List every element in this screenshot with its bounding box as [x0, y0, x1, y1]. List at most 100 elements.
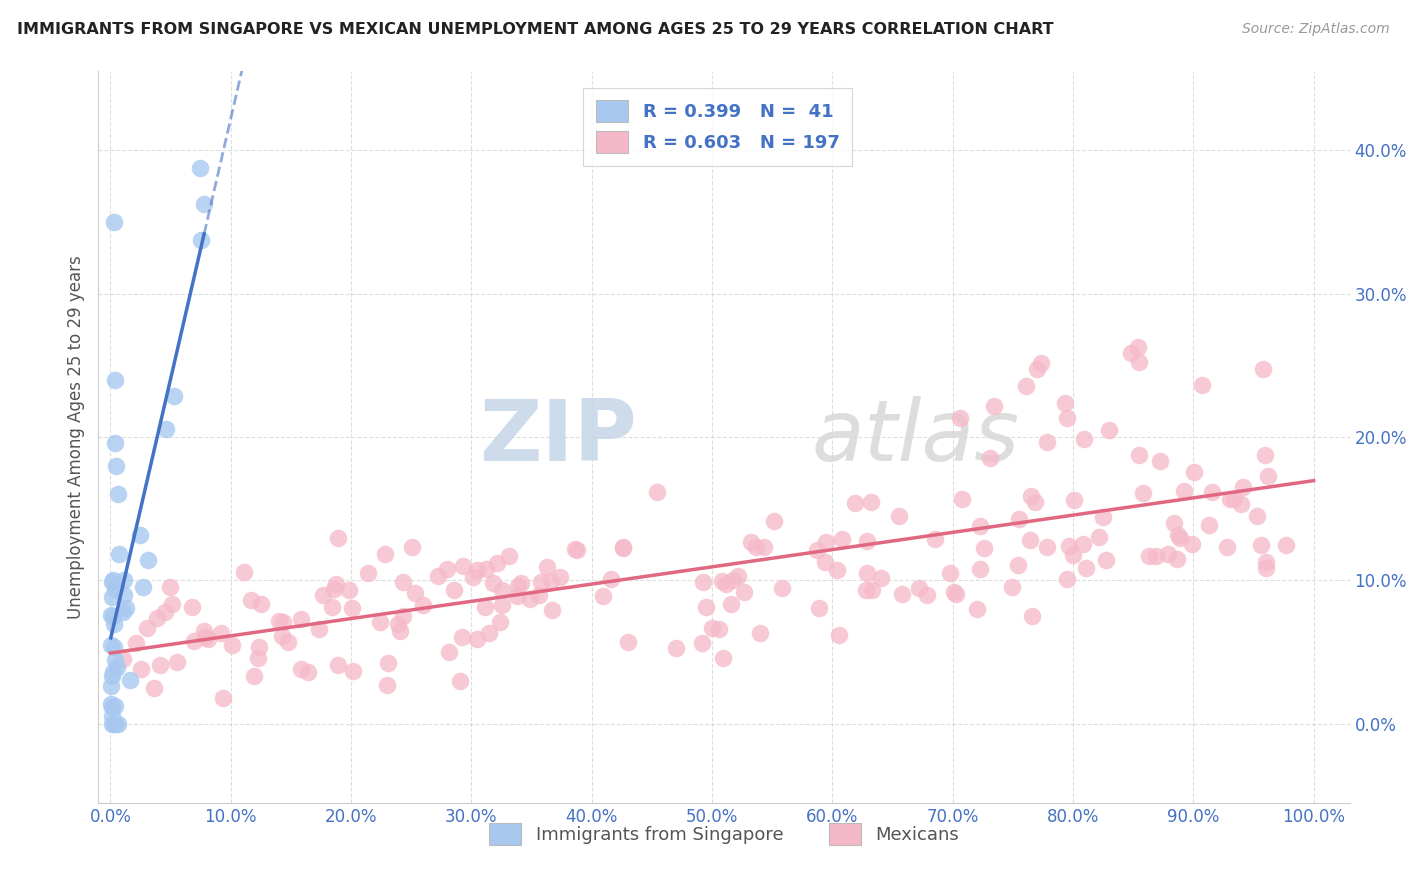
Point	[112, 573, 135, 587]
Point	[692, 574, 714, 589]
Point	[530, 574, 553, 589]
Point	[488, 615, 510, 630]
Point	[612, 541, 634, 555]
Point	[101, 709, 124, 723]
Point	[449, 674, 471, 689]
Point	[1056, 572, 1078, 586]
Point	[474, 599, 496, 614]
Point	[115, 600, 138, 615]
Point	[541, 603, 564, 617]
Point	[374, 547, 396, 561]
Point	[112, 605, 135, 619]
Point	[887, 509, 910, 524]
Text: IMMIGRANTS FROM SINGAPORE VS MEXICAN UNEMPLOYMENT AMONG AGES 25 TO 29 YEARS CORR: IMMIGRANTS FROM SINGAPORE VS MEXICAN UNE…	[17, 22, 1053, 37]
Point	[806, 542, 828, 557]
Point	[727, 569, 749, 583]
Point	[104, 373, 127, 387]
Point	[1163, 516, 1185, 530]
Point	[1001, 580, 1024, 594]
Point	[101, 609, 124, 624]
Point	[1035, 434, 1057, 449]
Point	[128, 528, 150, 542]
Point	[1215, 541, 1237, 555]
Point	[1021, 608, 1043, 623]
Point	[859, 495, 882, 509]
Point	[104, 436, 127, 450]
Point	[498, 549, 520, 563]
Point	[1029, 355, 1052, 369]
Point	[1167, 527, 1189, 541]
Point	[377, 657, 399, 671]
Point	[485, 556, 508, 570]
Point	[1182, 465, 1205, 479]
Point	[375, 678, 398, 692]
Point	[1056, 411, 1078, 425]
Point	[665, 640, 688, 655]
Point	[427, 569, 450, 583]
Point	[190, 233, 212, 247]
Point	[107, 717, 129, 731]
Point	[860, 583, 883, 598]
Point	[592, 589, 614, 603]
Point	[969, 519, 991, 533]
Point	[690, 636, 713, 650]
Point	[969, 562, 991, 576]
Point	[465, 632, 488, 646]
Point	[711, 651, 734, 665]
Point	[101, 574, 124, 588]
Point	[160, 597, 183, 611]
Point	[443, 583, 465, 598]
Point	[1121, 346, 1143, 360]
Point	[337, 582, 360, 597]
Point	[100, 698, 122, 712]
Point	[744, 540, 766, 554]
Point	[519, 592, 541, 607]
Point	[720, 598, 742, 612]
Point	[950, 492, 973, 507]
Point	[243, 669, 266, 683]
Point	[1254, 561, 1277, 575]
Point	[1062, 548, 1084, 562]
Point	[1073, 432, 1095, 446]
Point	[949, 411, 972, 425]
Point	[748, 626, 770, 640]
Point	[1232, 480, 1254, 494]
Point	[550, 570, 572, 584]
Point	[1008, 512, 1031, 526]
Point	[312, 588, 335, 602]
Point	[1257, 468, 1279, 483]
Point	[475, 562, 498, 576]
Text: ZIP: ZIP	[479, 395, 637, 479]
Point	[612, 540, 634, 554]
Point	[482, 576, 505, 591]
Point	[529, 588, 551, 602]
Point	[180, 600, 202, 615]
Point	[505, 590, 527, 604]
Point	[105, 458, 128, 473]
Point	[153, 605, 176, 619]
Point	[166, 655, 188, 669]
Point	[103, 640, 125, 654]
Point	[340, 600, 363, 615]
Point	[536, 559, 558, 574]
Point	[183, 634, 205, 648]
Point	[983, 399, 1005, 413]
Point	[103, 215, 125, 229]
Point	[491, 582, 513, 597]
Point	[104, 582, 127, 596]
Point	[814, 535, 837, 549]
Point	[1015, 379, 1038, 393]
Point	[1250, 538, 1272, 552]
Point	[100, 638, 122, 652]
Point	[695, 600, 717, 615]
Point	[1254, 555, 1277, 569]
Point	[104, 653, 127, 667]
Point	[966, 602, 988, 616]
Point	[105, 659, 128, 673]
Point	[645, 484, 668, 499]
Point	[451, 559, 474, 574]
Point	[702, 621, 724, 635]
Point	[188, 161, 211, 175]
Point	[104, 717, 127, 731]
Point	[247, 640, 270, 655]
